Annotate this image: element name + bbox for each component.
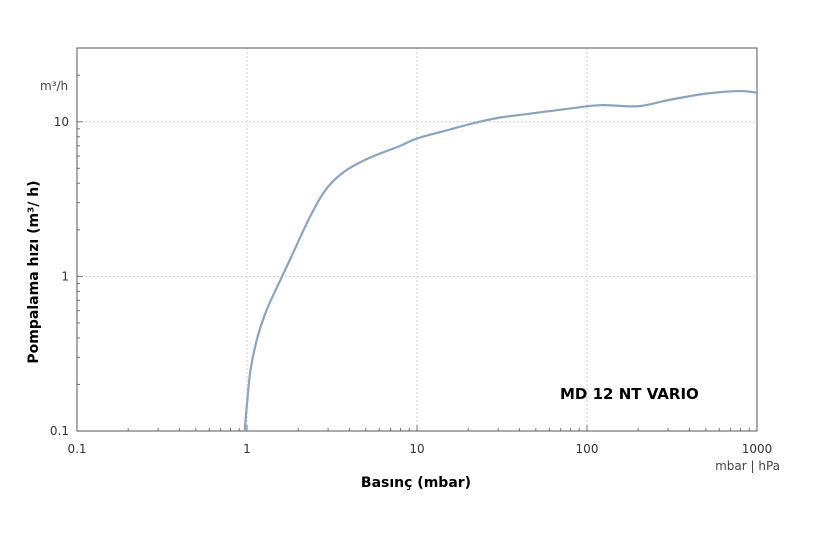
plot-frame (76, 47, 758, 432)
y-tick-label: 1 (61, 269, 69, 283)
x-tick-label: 0.1 (67, 442, 86, 456)
x-tick-label: 1000 (742, 442, 773, 456)
grid (77, 48, 757, 431)
chart-annotation: MD 12 NT VARIO (560, 385, 699, 403)
x-axis-title: Basınç (mbar) (361, 475, 471, 491)
x-unit-label: mbar | hPa (715, 459, 780, 473)
y-unit-label: m³/h (40, 79, 68, 93)
x-tick-label: 100 (576, 442, 599, 456)
series-line (243, 89, 759, 433)
x-tick-labels: 0.1 1 10 100 1000 (67, 442, 772, 456)
x-tick-label: 1 (243, 442, 251, 456)
y-tick-labels: 0.1 1 10 (50, 115, 69, 438)
y-tick-label: 10 (54, 115, 69, 129)
y-tick-label: 0.1 (50, 424, 69, 438)
x-tick-label: 10 (409, 442, 424, 456)
y-axis-title: Pompalama hızı (m³/ h) (26, 180, 42, 363)
